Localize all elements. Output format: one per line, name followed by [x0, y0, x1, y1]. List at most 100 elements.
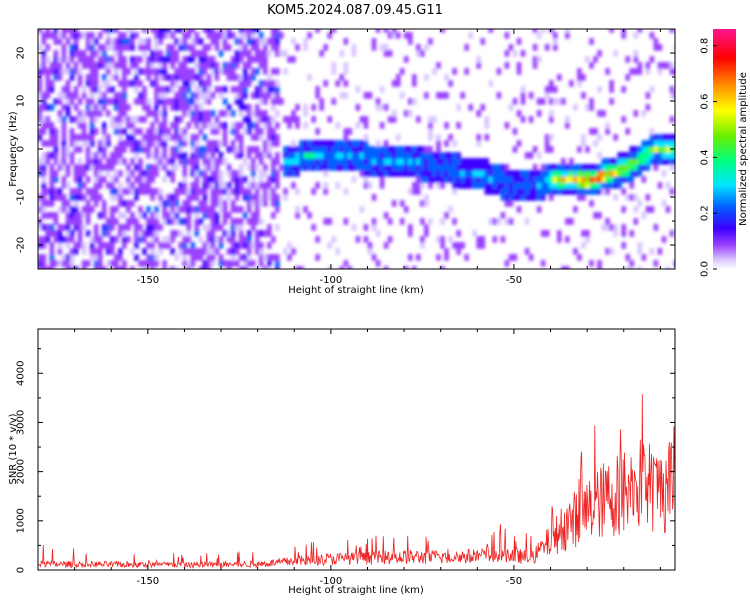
- heatmap-cell: [41, 176, 47, 183]
- heatmap-cell: [182, 128, 188, 135]
- heatmap-cell: [238, 56, 244, 63]
- heatmap-cell: [41, 50, 47, 57]
- heatmap-cell: [170, 44, 175, 51]
- heatmap-cell: [657, 146, 663, 153]
- heatmap-cell: [81, 134, 87, 141]
- heatmap-cell: [53, 56, 59, 63]
- heatmap-cell: [617, 170, 622, 177]
- heatmap-cell: [150, 164, 155, 171]
- y-tick-label: 1000: [16, 508, 27, 533]
- heatmap-cell: [206, 212, 212, 219]
- heatmap-cell: [267, 128, 272, 135]
- heatmap-cell: [65, 56, 71, 63]
- heatmap-cell: [242, 104, 248, 111]
- heatmap-cell: [162, 86, 167, 93]
- heatmap-cell: [210, 158, 216, 165]
- heatmap-cell: [625, 56, 631, 63]
- heatmap-cell: [420, 50, 425, 57]
- heatmap-cell: [170, 98, 175, 105]
- heatmap-cell: [49, 224, 55, 231]
- heatmap-cell: [540, 176, 546, 183]
- heatmap-cell: [206, 266, 212, 269]
- heatmap-cell: [41, 104, 47, 111]
- heatmap-cell: [49, 266, 55, 269]
- heatmap-cell: [206, 248, 212, 255]
- heatmap-cell: [315, 128, 320, 135]
- heatmap-cell: [210, 146, 216, 153]
- heatmap-cell: [585, 170, 590, 177]
- x-tick-label: -150: [136, 275, 159, 286]
- heatmap-cell: [142, 92, 147, 99]
- heatmap-cell: [146, 170, 151, 177]
- heatmap-cell: [101, 176, 107, 183]
- heatmap-cell: [424, 164, 429, 171]
- heatmap-cell: [242, 260, 248, 267]
- heatmap-cell: [307, 164, 312, 171]
- heatmap-cell: [61, 236, 67, 243]
- heatmap-cell: [428, 116, 433, 123]
- heatmap-cell: [307, 140, 312, 147]
- heatmap-cell: [367, 182, 373, 189]
- heatmap-cell: [444, 74, 449, 81]
- snr-x-ticks: -150 -100 -50: [37, 329, 661, 587]
- heatmap-cell: [246, 74, 252, 81]
- heatmap-cell: [158, 38, 163, 45]
- heatmap-cell: [424, 152, 429, 159]
- heatmap-cell: [327, 164, 333, 171]
- heatmap-cell: [371, 146, 377, 153]
- heatmap-cell: [206, 29, 212, 33]
- heatmap-cell: [524, 176, 530, 183]
- heatmap-cell: [122, 266, 127, 269]
- heatmap-cell: [355, 86, 361, 93]
- heatmap-cell: [621, 152, 627, 159]
- heatmap-cell: [97, 98, 103, 105]
- heatmap-cell: [645, 92, 651, 99]
- heatmap-cell: [673, 260, 675, 267]
- heatmap-cell: [420, 200, 425, 207]
- heatmap-cell: [355, 146, 361, 153]
- heatmap-cell: [440, 29, 445, 33]
- heatmap-cell: [166, 134, 171, 141]
- heatmap-cell: [629, 170, 635, 177]
- heatmap-cell: [633, 218, 639, 225]
- heatmap-cell: [222, 200, 228, 207]
- heatmap-cell: [122, 200, 127, 207]
- heatmap-cell: [69, 230, 75, 237]
- heatmap-cell: [242, 266, 248, 269]
- x-tick-label: -50: [506, 576, 522, 587]
- heatmap-cell: [89, 152, 95, 159]
- heatmap-cell: [77, 110, 83, 117]
- heatmap-cell: [403, 110, 409, 117]
- heatmap-cell: [524, 182, 530, 189]
- heatmap-cell: [202, 260, 208, 267]
- heatmap-cell: [154, 80, 159, 87]
- heatmap-cell: [492, 170, 498, 177]
- heatmap-cell: [81, 194, 87, 201]
- heatmap-cell: [403, 56, 409, 63]
- heatmap-cell: [134, 152, 139, 159]
- heatmap-cell: [391, 164, 397, 171]
- heatmap-cell: [122, 62, 127, 69]
- heatmap-cell: [41, 206, 47, 213]
- heatmap-cell: [146, 254, 151, 261]
- heatmap-cell: [158, 32, 163, 39]
- heatmap-cell: [585, 176, 590, 183]
- heatmap-cell: [295, 122, 300, 129]
- heatmap-cell: [569, 182, 574, 189]
- heatmap-cell: [383, 146, 389, 153]
- heatmap-cell: [170, 218, 175, 225]
- heatmap-cell: [311, 104, 316, 111]
- heatmap-cell: [93, 50, 99, 57]
- heatmap-cell: [512, 50, 518, 57]
- heatmap-cell: [669, 86, 675, 93]
- heatmap-cell: [420, 176, 425, 183]
- heatmap-cell: [114, 74, 119, 81]
- heatmap-cell: [61, 200, 67, 207]
- heatmap-cell: [552, 182, 558, 189]
- heatmap-cell: [267, 116, 272, 123]
- heatmap-cell: [210, 152, 216, 159]
- heatmap-cell: [512, 188, 518, 195]
- heatmap-cell: [170, 248, 175, 255]
- heatmap-cell: [540, 188, 546, 195]
- heatmap-cell: [343, 188, 349, 195]
